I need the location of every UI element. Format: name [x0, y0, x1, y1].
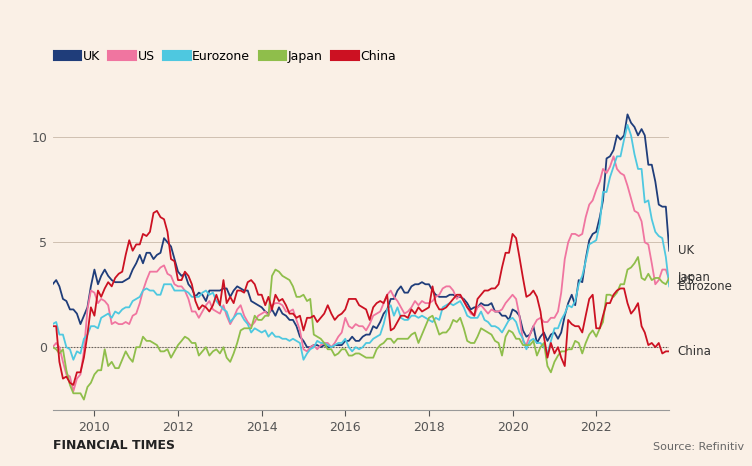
- Legend: UK, US, Eurozone, Japan, China: UK, US, Eurozone, Japan, China: [53, 45, 401, 68]
- Text: US: US: [678, 274, 693, 287]
- Text: Eurozone: Eurozone: [678, 280, 732, 293]
- Text: Source: Refinitiv: Source: Refinitiv: [653, 442, 744, 452]
- Text: Japan: Japan: [678, 272, 711, 284]
- Text: FINANCIAL TIMES: FINANCIAL TIMES: [53, 439, 174, 452]
- Text: UK: UK: [678, 244, 694, 257]
- Text: China: China: [678, 345, 711, 358]
